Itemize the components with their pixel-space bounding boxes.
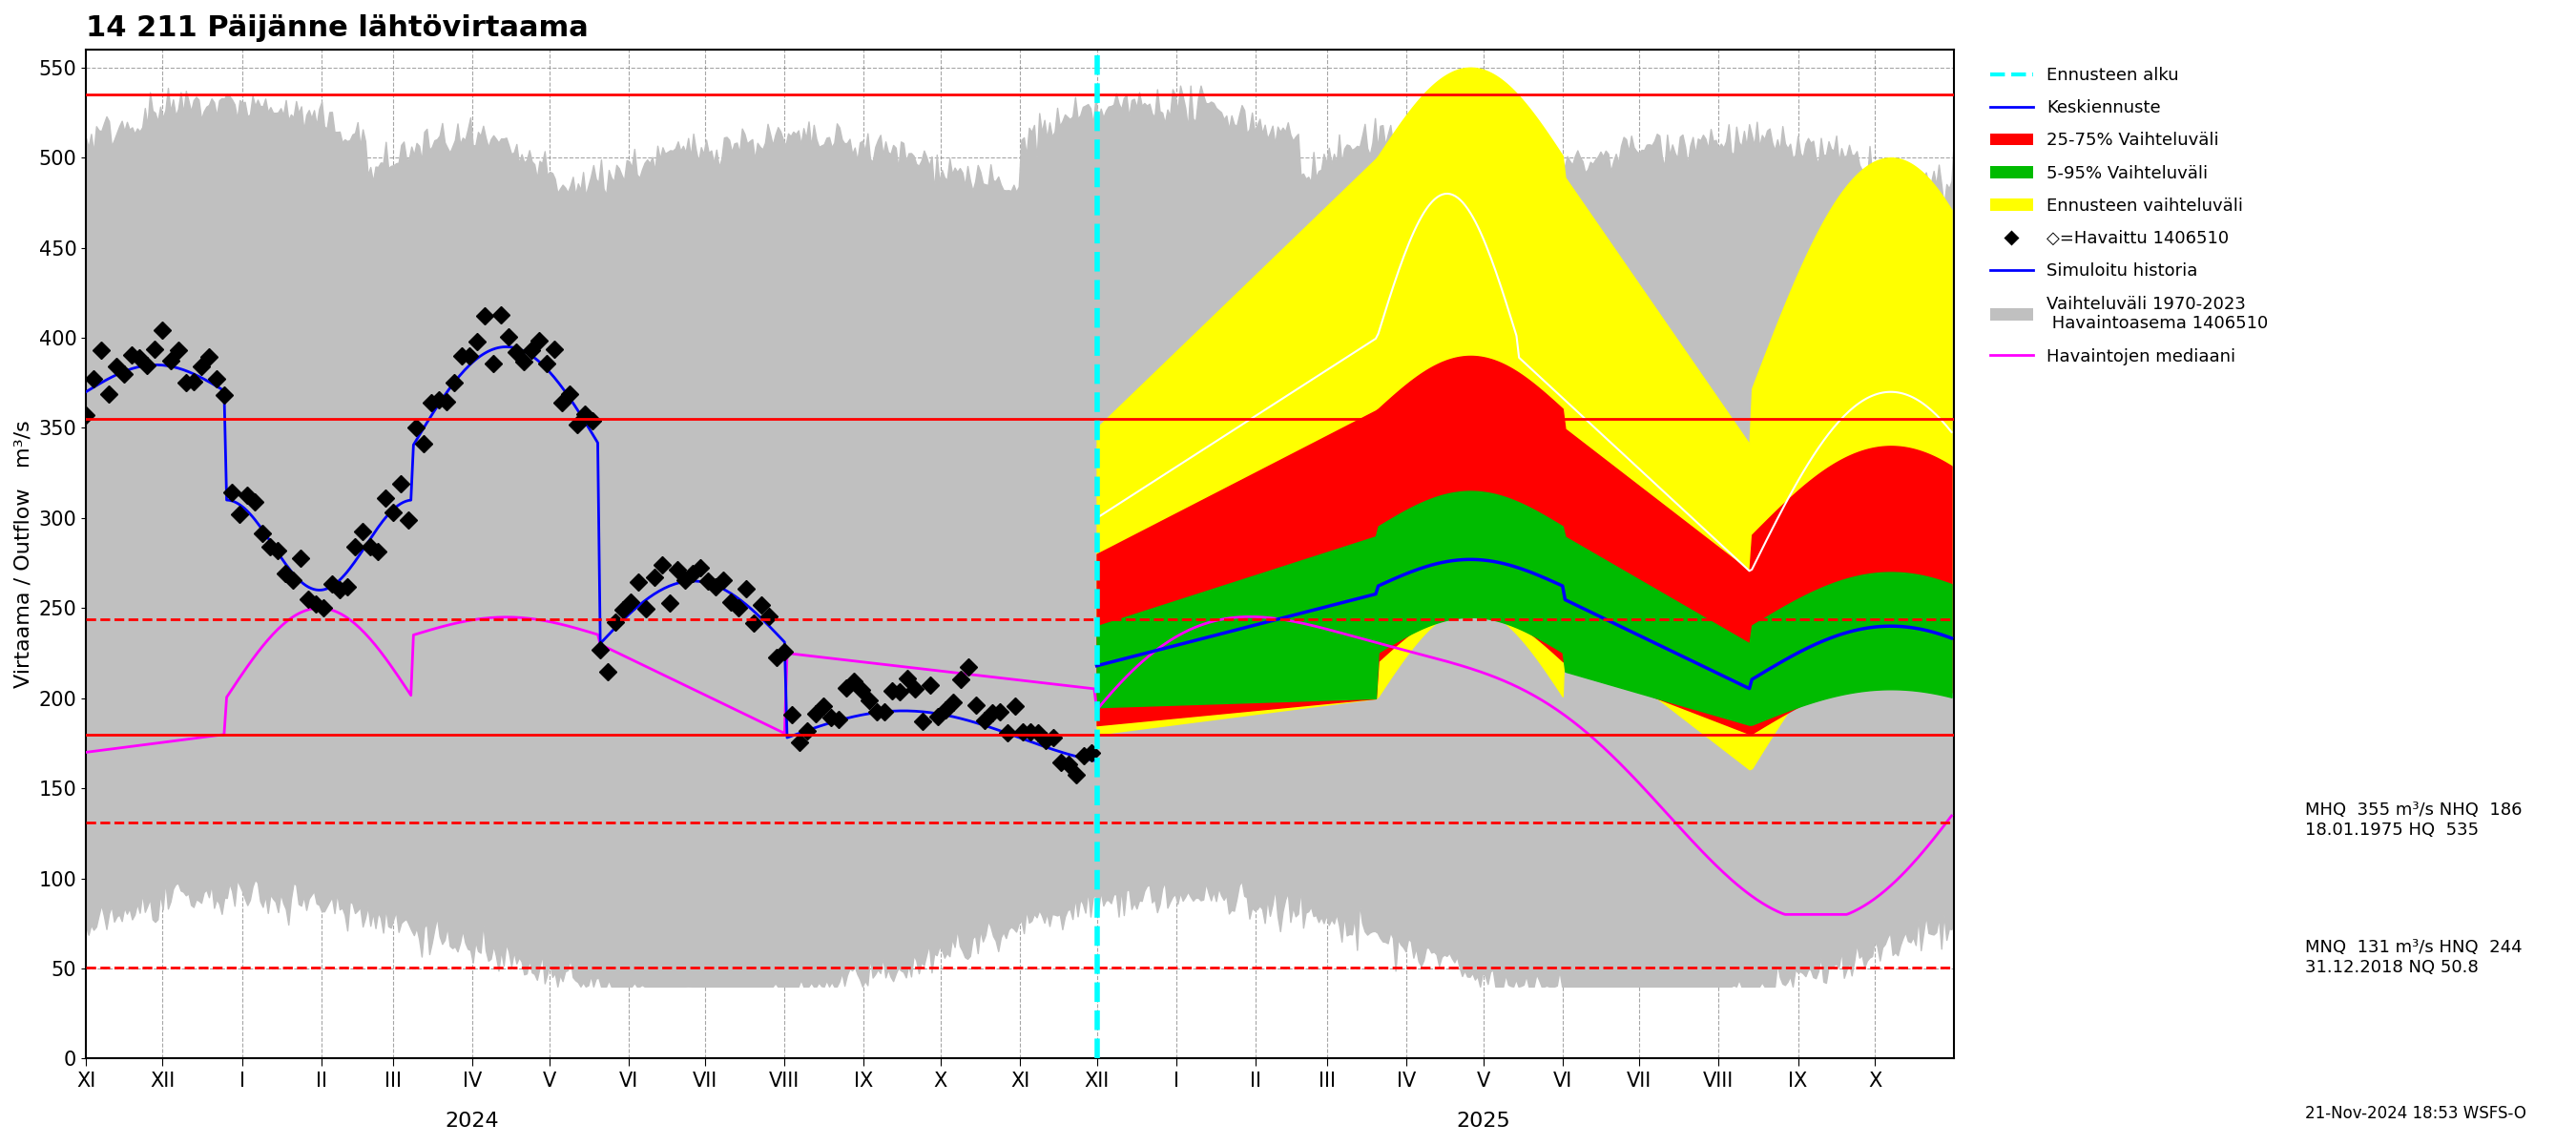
Y-axis label: Virtaama / Outflow   m³/s: Virtaama / Outflow m³/s [15,420,33,688]
Text: 14 211 Päijänne lähtövirtaama: 14 211 Päijänne lähtövirtaama [85,14,587,42]
Text: 2025: 2025 [1455,1112,1510,1131]
Text: MNQ  131 m³/s HNQ  244
31.12.2018 NQ 50.8: MNQ 131 m³/s HNQ 244 31.12.2018 NQ 50.8 [2306,939,2522,976]
Legend: Ennusteen alku, Keskiennuste, 25-75% Vaihteluväli, 5-95% Vaihteluväli, Ennusteen: Ennusteen alku, Keskiennuste, 25-75% Vai… [1981,58,2277,373]
Text: 21-Nov-2024 18:53 WSFS-O: 21-Nov-2024 18:53 WSFS-O [2306,1105,2527,1122]
Text: 2024: 2024 [446,1112,500,1131]
Text: MHQ  355 m³/s NHQ  186
18.01.1975 HQ  535: MHQ 355 m³/s NHQ 186 18.01.1975 HQ 535 [2306,802,2522,838]
